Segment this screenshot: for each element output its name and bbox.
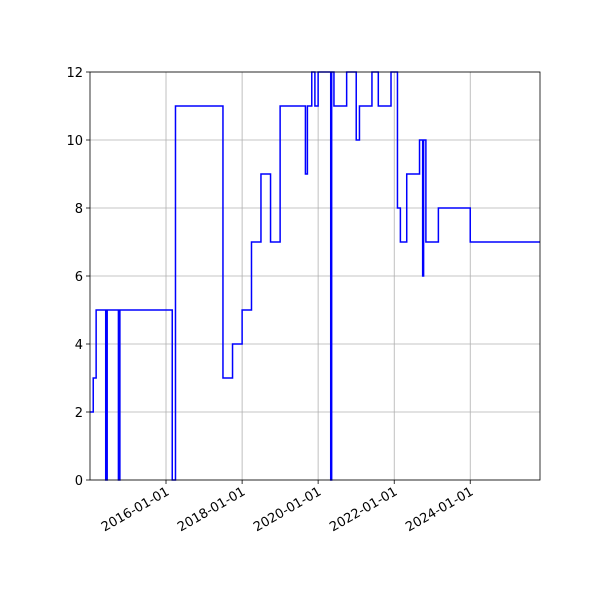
data-line — [90, 71, 540, 481]
y-tick-label: 0 — [75, 474, 83, 489]
x-tick-label: 2016-01-01 — [99, 484, 172, 535]
y-tick-label: 10 — [66, 134, 83, 149]
x-tick-label: 2022-01-01 — [327, 484, 400, 535]
x-tick-label: 2018-01-01 — [175, 484, 248, 535]
y-tick-label: 12 — [66, 66, 83, 81]
y-tick-label: 8 — [75, 202, 83, 217]
y-tick-label: 6 — [75, 270, 83, 285]
x-tick-label: 2024-01-01 — [403, 484, 476, 535]
plot-frame — [89, 71, 541, 481]
y-tick-label: 4 — [75, 338, 83, 353]
x-tick-label: 2020-01-01 — [251, 484, 324, 535]
y-tick-label: 2 — [75, 406, 83, 421]
